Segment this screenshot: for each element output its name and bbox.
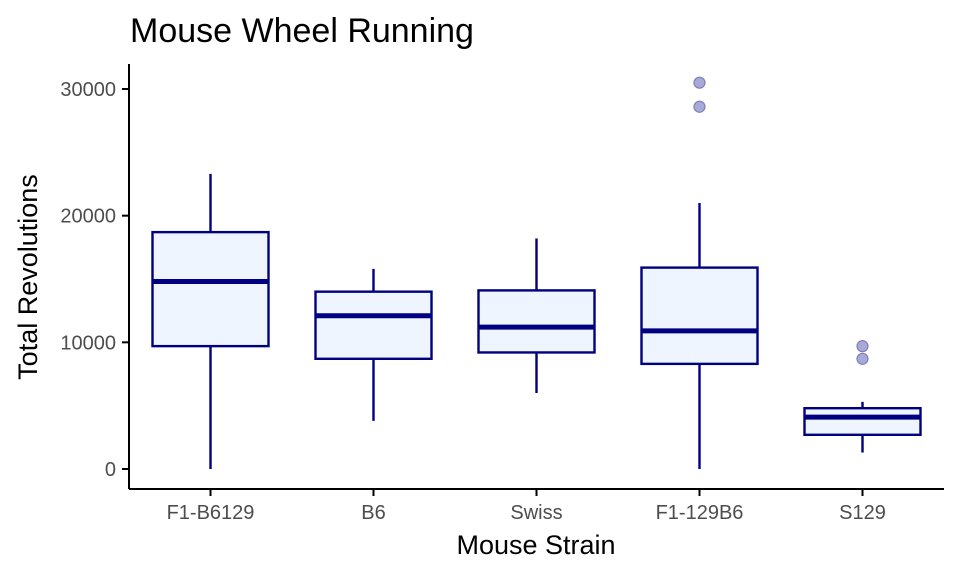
x-tick-label: Swiss bbox=[510, 502, 562, 524]
y-axis-title: Total Revolutions bbox=[13, 174, 43, 380]
y-axis-ticks: 0 10000 20000 30000 bbox=[60, 79, 129, 481]
x-tick-label: F1-B6129 bbox=[167, 502, 255, 524]
x-tick-label: F1-129B6 bbox=[656, 502, 744, 524]
y-tick-label: 30000 bbox=[60, 79, 116, 101]
x-tick-label: S129 bbox=[839, 502, 886, 524]
iqr-box bbox=[803, 407, 922, 437]
box-b6 bbox=[314, 268, 433, 421]
outlier-point bbox=[856, 340, 869, 353]
iqr-box bbox=[151, 230, 270, 348]
box-f1-b6129 bbox=[151, 173, 270, 469]
iqr-box bbox=[640, 266, 759, 366]
box-f1-129b6 bbox=[640, 76, 759, 469]
box-s129 bbox=[803, 340, 922, 453]
iqr-box bbox=[477, 289, 596, 354]
x-tick-label: B6 bbox=[361, 502, 385, 524]
boxes-layer bbox=[151, 76, 922, 469]
outlier-point bbox=[693, 76, 706, 89]
x-axis-title: Mouse Strain bbox=[456, 530, 615, 560]
chart-title: Mouse Wheel Running bbox=[130, 12, 474, 50]
y-tick-label: 20000 bbox=[60, 206, 116, 228]
outlier-point bbox=[693, 100, 706, 113]
box-swiss bbox=[477, 238, 596, 393]
y-tick-label: 10000 bbox=[60, 332, 116, 354]
x-axis-ticks: F1-B6129 B6 Swiss F1-129B6 S129 bbox=[167, 489, 886, 524]
plot-area: 0 10000 20000 30000 F1-B6129 B6 Swiss F1-129B6… bbox=[60, 64, 944, 524]
iqr-box bbox=[314, 290, 433, 360]
outlier-point bbox=[856, 352, 869, 365]
y-tick-label: 0 bbox=[105, 459, 116, 481]
